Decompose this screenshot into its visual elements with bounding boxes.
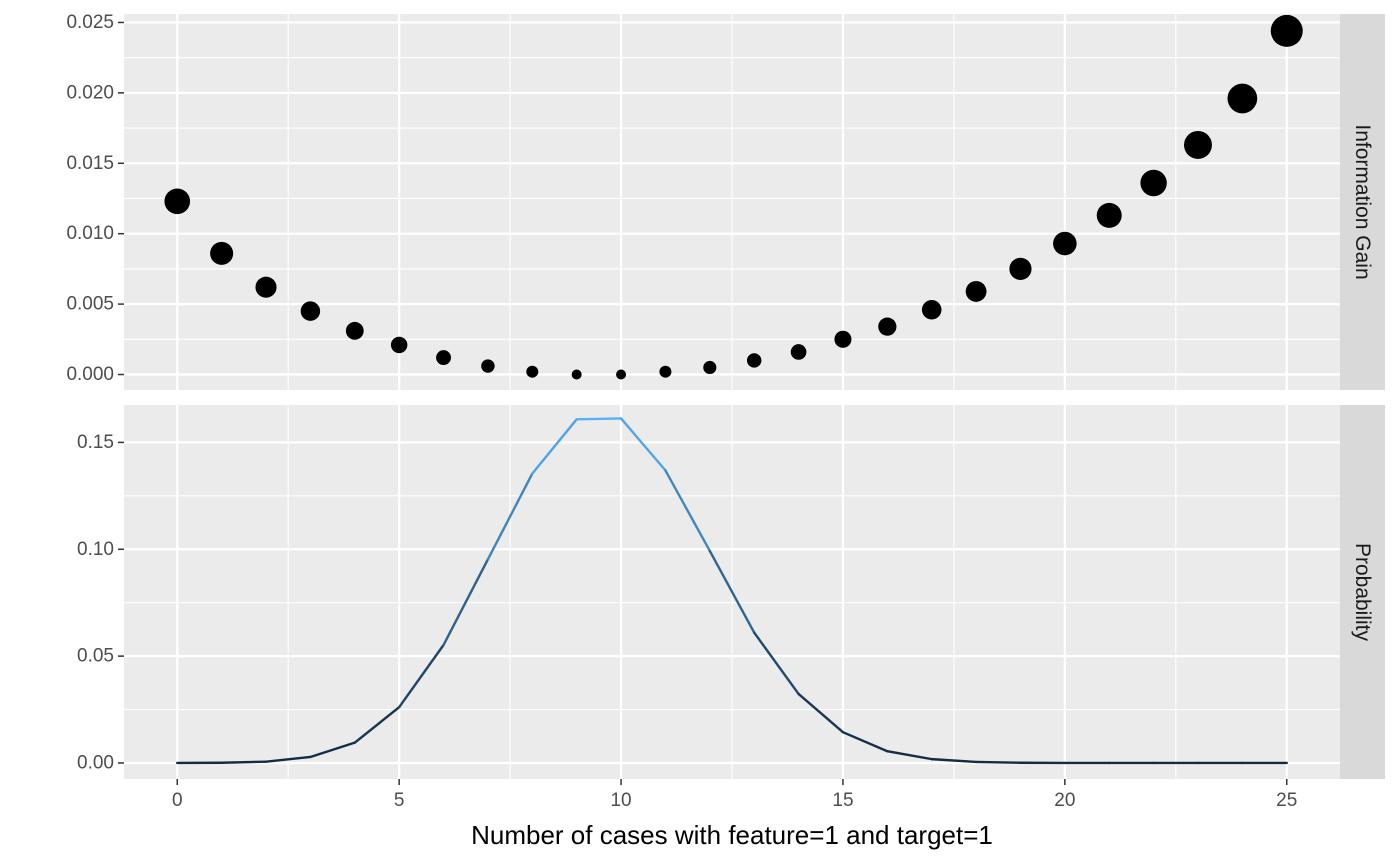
scatter-point — [1183, 130, 1212, 159]
y-tick-label: 0.015 — [66, 153, 114, 174]
probability-panel: 0.00 0.05 0.10 0.15 Probability — [77, 405, 1385, 779]
scatter-point — [1096, 202, 1122, 228]
line-segment — [309, 741, 356, 759]
line-segment — [708, 549, 756, 634]
line-segment — [575, 417, 623, 421]
x-tick-label: 5 — [394, 790, 405, 811]
scatter-point — [210, 241, 234, 265]
panel-gridlines — [124, 405, 1340, 779]
scatter-point — [300, 301, 321, 321]
x-axis: 0 5 10 15 20 25 — [172, 779, 1297, 811]
y-tick-label: 0.15 — [77, 432, 114, 453]
line-segment — [886, 750, 933, 761]
x-tick-label: 0 — [172, 790, 183, 811]
line-segment — [531, 418, 578, 475]
y-tick-label: 0.10 — [77, 539, 114, 560]
x-axis-title: Number of cases with feature=1 and targe… — [471, 820, 993, 850]
scatter-point — [526, 365, 539, 378]
scatter-point — [878, 317, 897, 336]
line-segment — [619, 417, 667, 472]
y-axis: 0.00 0.05 0.10 0.15 — [77, 432, 124, 773]
scatter-point — [1140, 169, 1167, 197]
line-segment — [841, 730, 889, 753]
scatter-point — [616, 369, 627, 380]
scatter-point — [481, 359, 495, 373]
line-segment — [930, 757, 978, 764]
scatter-point — [571, 369, 582, 380]
scatter-point — [1270, 14, 1303, 47]
scatter-point — [703, 360, 717, 375]
y-tick-label: 0.020 — [66, 82, 114, 103]
line-segment — [797, 692, 845, 734]
scatter-point — [255, 276, 277, 298]
x-tick-label: 25 — [1276, 790, 1297, 811]
line-segment — [220, 760, 268, 764]
x-tick-label: 10 — [610, 790, 631, 811]
line-segment — [486, 472, 534, 561]
scatter-points — [164, 14, 1303, 380]
y-tick-label: 0.000 — [66, 364, 114, 385]
probability-line — [176, 417, 1288, 765]
y-tick-label: 0.05 — [77, 646, 114, 667]
line-segment — [264, 755, 312, 763]
line-segment — [397, 643, 445, 709]
line-segment — [353, 705, 401, 744]
x-tick-label: 15 — [832, 790, 853, 811]
information-gain-panel: 0.000 0.005 0.010 0.015 0.020 0.025 Informati… — [66, 12, 1385, 390]
x-tick-label: 20 — [1054, 790, 1075, 811]
scatter-point — [436, 350, 451, 366]
strip-background — [1340, 405, 1385, 779]
line-segment — [752, 631, 800, 696]
strip-label: Information Gain — [1351, 124, 1374, 279]
scatter-point — [345, 321, 364, 340]
scatter-point — [1009, 257, 1032, 280]
scatter-point — [965, 281, 987, 302]
scatter-point — [164, 188, 191, 215]
y-tick-label: 0.00 — [77, 752, 114, 773]
y-tick-label: 0.005 — [66, 294, 114, 315]
scatter-point — [790, 344, 807, 360]
line-segment — [974, 760, 1022, 764]
scatter-point — [659, 365, 672, 378]
scatter-point — [834, 330, 852, 348]
line-segment — [664, 469, 712, 553]
line-segment — [442, 558, 490, 647]
strip-label: Probability — [1351, 543, 1374, 642]
scatter-point — [746, 353, 762, 368]
scatter-point — [390, 336, 408, 354]
scatter-point — [921, 299, 942, 320]
scatter-point — [1227, 83, 1258, 114]
scatter-point — [1053, 231, 1077, 256]
y-axis: 0.000 0.005 0.010 0.015 0.020 0.025 — [66, 12, 124, 385]
y-tick-label: 0.025 — [66, 12, 114, 33]
strip-background — [1340, 14, 1385, 390]
y-tick-label: 0.010 — [66, 223, 114, 244]
